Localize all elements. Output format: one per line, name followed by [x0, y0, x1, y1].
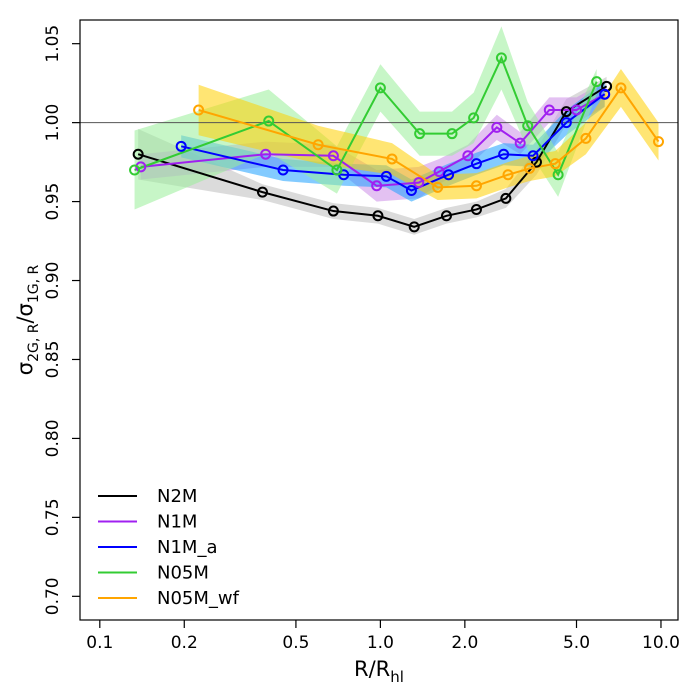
- series-points: [129, 52, 665, 233]
- data-point-N05M_wf: [580, 132, 592, 144]
- x-tick-label: 0.2: [171, 633, 198, 653]
- data-point-N1M: [514, 137, 526, 149]
- data-point-N05M_wf: [470, 180, 482, 192]
- data-point-N1M_a: [175, 140, 187, 152]
- data-point-N05M: [468, 112, 480, 124]
- data-point-N1M: [135, 161, 147, 173]
- data-point-N1M_a: [277, 164, 289, 176]
- x-axis: 0.1 0.2 0.5 1.0 2.0 5.0 10.0: [86, 620, 680, 653]
- data-point-N05M_wf: [312, 139, 324, 151]
- y-axis-label-slash: /: [13, 316, 37, 324]
- data-point-N1M: [543, 104, 555, 116]
- y-tick-label: 0.75: [43, 498, 63, 536]
- data-point-N2M: [256, 186, 268, 198]
- legend-label-N1M: N1M: [157, 512, 197, 533]
- series-lines: [134, 55, 660, 228]
- x-tick-label: 2.0: [451, 633, 478, 653]
- legend-label-N1M_a: N1M_a: [157, 537, 217, 558]
- data-point-N1M: [491, 121, 503, 133]
- x-tick-label: 0.5: [282, 633, 309, 653]
- y-tick-label: 0.85: [43, 341, 63, 379]
- data-point-N1M: [462, 150, 474, 162]
- data-point-N05M: [552, 169, 564, 181]
- error-bands: [134, 26, 659, 235]
- data-point-N05M: [331, 164, 343, 176]
- data-point-N1M: [433, 166, 445, 178]
- y-tick-label: 0.70: [43, 577, 63, 615]
- data-point-N2M: [440, 210, 452, 222]
- legend-label-N2M: N2M: [157, 486, 197, 507]
- error-band-N2M: [138, 76, 607, 235]
- data-point-N05M_wf: [502, 169, 514, 181]
- data-point-N05M_wf: [193, 104, 205, 116]
- x-axis-label: R/Rhl: [354, 657, 404, 686]
- data-point-N1M: [327, 150, 339, 162]
- data-point-N1M_a: [560, 117, 572, 129]
- y-axis-label-sigma2: σ: [13, 303, 37, 316]
- y-tick-label: 1.05: [43, 25, 63, 63]
- x-tick-label: 10.0: [642, 633, 680, 653]
- data-point-N05M_wf: [386, 153, 398, 165]
- y-tick-label: 0.95: [43, 183, 63, 221]
- data-point-N1M_a: [380, 170, 392, 182]
- data-point-N05M: [414, 128, 426, 140]
- data-point-N05M: [522, 120, 534, 132]
- data-point-N05M_wf: [615, 82, 627, 94]
- x-tick-label: 5.0: [563, 633, 590, 653]
- x-axis-label-sub: hl: [390, 668, 404, 686]
- data-point-N2M: [132, 148, 144, 160]
- data-point-N2M: [372, 210, 384, 222]
- x-tick-label: 0.1: [86, 633, 113, 653]
- data-point-N1M_a: [470, 158, 482, 170]
- legend: N2M N1M N1M_a N05M N05M_wf: [98, 486, 240, 609]
- data-point-N1M: [571, 104, 583, 116]
- data-point-N1M: [413, 177, 425, 189]
- data-point-N1M_a: [527, 150, 539, 162]
- data-point-N05M: [374, 82, 386, 94]
- y-tick-label: 0.90: [43, 262, 63, 300]
- series-line-N05M_wf: [198, 86, 660, 189]
- data-point-N1M_a: [599, 88, 611, 100]
- data-point-N05M_wf: [432, 181, 444, 193]
- data-point-N1M: [260, 148, 272, 160]
- data-point-N05M: [495, 52, 507, 64]
- data-point-N1M: [371, 180, 383, 192]
- data-point-N2M: [327, 205, 339, 217]
- data-point-N2M: [500, 192, 512, 204]
- legend-label-N05M_wf: N05M_wf: [157, 588, 240, 609]
- y-axis-label-sigma1: σ: [13, 362, 37, 375]
- y-axis-label-sub1: 2G, R: [26, 323, 42, 362]
- y-tick-label: 0.80: [43, 419, 63, 457]
- data-point-N1M_a: [443, 169, 455, 181]
- y-tick-label: 1.00: [43, 104, 63, 142]
- x-axis-label-main: R/R: [354, 657, 390, 681]
- data-point-N05M_wf: [653, 136, 665, 148]
- y-axis-label-sub2: 1G, R: [26, 264, 42, 303]
- data-point-N05M_wf: [524, 162, 536, 174]
- series-line-N1M_a: [180, 93, 606, 192]
- y-axis-label: σ2G, R/σ1G, R: [13, 264, 42, 375]
- data-point-N1M_a: [405, 185, 417, 197]
- legend-label-N05M: N05M: [157, 563, 209, 584]
- y-axis: 0.70 0.75 0.80 0.85 0.90 0.95 1.00 1.05: [43, 25, 80, 615]
- data-point-N05M: [446, 128, 458, 140]
- data-point-N05M_wf: [549, 158, 561, 170]
- data-point-N2M: [470, 203, 482, 215]
- data-point-N05M: [263, 115, 275, 127]
- data-point-N1M_a: [498, 148, 510, 160]
- series-line-N2M: [137, 85, 608, 228]
- data-point-N2M: [560, 106, 572, 118]
- plot-frame: [79, 19, 679, 621]
- series-line-N05M: [134, 55, 598, 177]
- data-point-N2M: [408, 221, 420, 233]
- x-tick-label: 1.0: [367, 633, 394, 653]
- error-band-N05M_wf: [198, 68, 659, 201]
- data-point-N05M: [129, 164, 141, 176]
- data-point-N05M: [591, 76, 603, 88]
